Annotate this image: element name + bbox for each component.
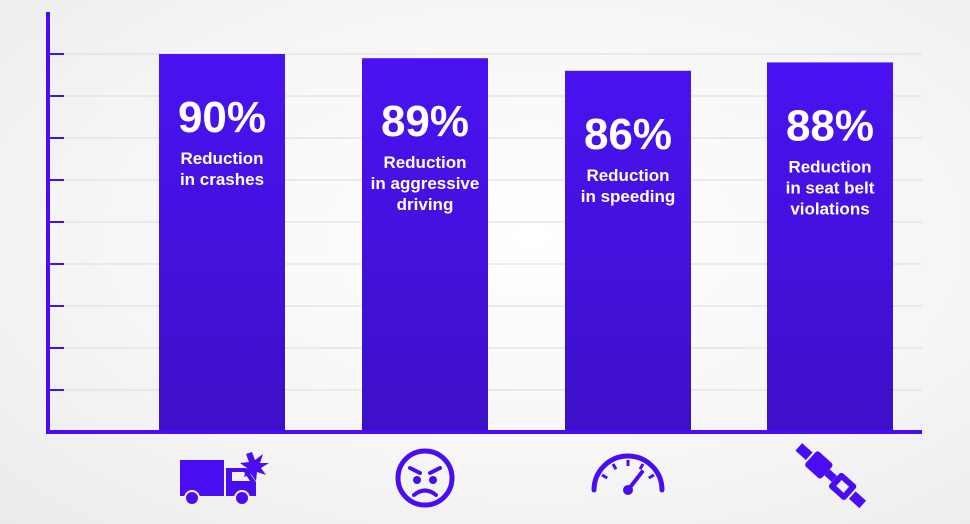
bars: 90% Reduction in crashes 89% Reduction in agg… [159,54,893,433]
bar-caption-line: violations [790,199,869,218]
bar [767,62,893,433]
bar-caption-line: driving [397,195,454,214]
angry-face-icon [395,448,455,508]
bar-caption-line: in speeding [581,187,675,206]
bar-value-label: 88% [786,101,874,150]
bar [362,58,488,432]
bar-caption-line: Reduction [180,149,263,168]
axes [46,12,922,434]
bar-value-label: 90% [178,93,266,142]
bar-caption-line: in crashes [180,170,264,189]
bar-value-label: 86% [584,110,672,159]
bar-caption-line: Reduction [383,153,466,172]
bar [159,54,285,432]
bar [565,70,691,433]
bar-caption-line: in seat belt [786,178,875,197]
truck-crash-icon [180,452,269,506]
category-icons [180,443,867,509]
bar-caption-line: in aggressive [371,174,480,193]
bar-caption-line: Reduction [586,166,669,185]
bar-caption-line: Reduction [788,157,871,176]
speedometer-icon [591,453,665,495]
bar-value-label: 89% [381,97,469,146]
seat-belt-icon [795,443,867,509]
